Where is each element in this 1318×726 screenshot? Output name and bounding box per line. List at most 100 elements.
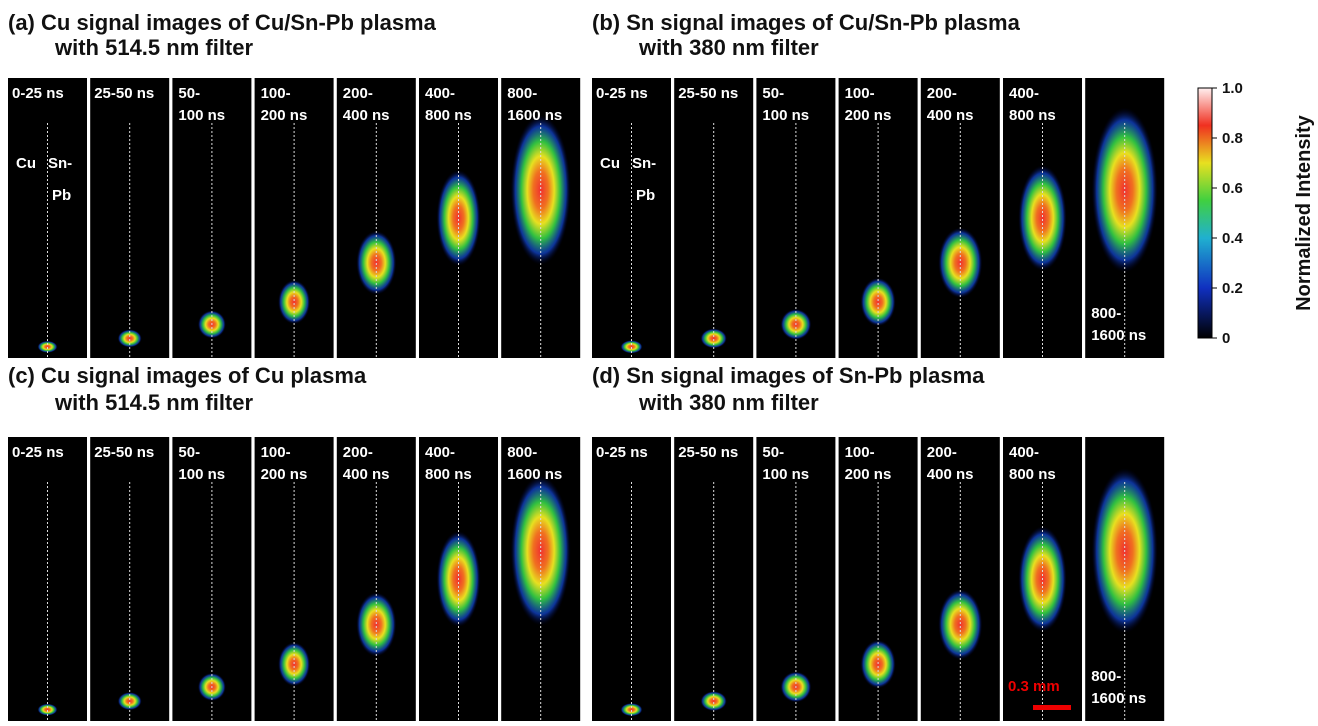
annotation: Sn- [632, 155, 656, 172]
panel-title: with 380 nm filter [638, 390, 819, 415]
frame-label: 25-50 ns [678, 444, 738, 461]
frame: 400- 800 ns [419, 437, 498, 721]
plume [861, 278, 896, 326]
frame: 100- 200 ns [255, 78, 334, 358]
annotation: Cu [600, 155, 620, 172]
frame: 800- 1600 ns [501, 437, 580, 721]
frame: 25-50 ns [90, 437, 169, 721]
frame-label: 800 ns [1009, 107, 1056, 124]
frame-label: 25-50 ns [94, 444, 154, 461]
frame: 200-400 ns [921, 437, 1000, 721]
scale-bar-label: 0.3 mm [1008, 678, 1060, 695]
frame: 50- 100 ns [756, 437, 835, 721]
frame-label: 100- [845, 85, 875, 102]
frame: 50- 100 ns [172, 437, 251, 721]
annotation: Pb [636, 187, 655, 204]
frame-label: 1600 ns [507, 466, 562, 483]
frame-label: 400 ns [927, 466, 974, 483]
figure: (a) Cu signal images of Cu/Sn-Pb plasmaw… [0, 0, 1318, 721]
frame-label: 200 ns [845, 107, 892, 124]
colorbar-tick-label: 1.0 [1222, 80, 1243, 97]
annotation: Cu [16, 155, 36, 172]
frame-label: 50- [178, 444, 200, 461]
frame: 25-50 ns [90, 78, 169, 358]
frame-label: 800 ns [425, 466, 472, 483]
frame-label: 200 ns [261, 107, 308, 124]
frame-label: 100 ns [762, 107, 809, 124]
panel-title: (b) Sn signal images of Cu/Sn-Pb plasma [592, 10, 1021, 35]
frame: 0-25 ns [8, 437, 87, 721]
frame-label: 200 ns [845, 466, 892, 483]
panel-title: (a) Cu signal images of Cu/Sn-Pb plasma [8, 10, 437, 35]
colorbar-tick-label: 0.8 [1222, 130, 1243, 147]
colorbar-label: Normalized Intensity [1293, 114, 1315, 310]
annotation: Pb [52, 187, 71, 204]
frame-label: 25-50 ns [678, 85, 738, 102]
frame-label: 400- [425, 85, 455, 102]
frame: 200- 400 ns [337, 437, 416, 721]
colorbar [1198, 88, 1212, 338]
frame: 400- 800 ns [1003, 78, 1082, 358]
panel-title: with 514.5 nm filter [54, 35, 253, 60]
frame: 50- 100 ns [756, 78, 835, 358]
panel-title: with 514.5 nm filter [54, 390, 253, 415]
scale-bar [1033, 705, 1071, 710]
frame-label: 400- [1009, 444, 1039, 461]
colorbar-tick-label: 0.2 [1222, 280, 1243, 297]
frame-label: 100 ns [762, 466, 809, 483]
frame-label: 50- [762, 444, 784, 461]
frame-label: 200- [927, 85, 957, 102]
frame-label: 25-50 ns [94, 85, 154, 102]
plume [38, 704, 58, 716]
frame-label: 1600 ns [1091, 327, 1146, 344]
frame: 100- 200 ns [839, 437, 918, 721]
frame-label: 100- [845, 444, 875, 461]
frame-label: 1600 ns [1091, 690, 1146, 707]
frame: 0-25 ns [8, 78, 87, 358]
frame-label: 400- [425, 444, 455, 461]
frame: 800- 1600 ns [1085, 437, 1164, 721]
panel-title: (d) Sn signal images of Sn-Pb plasma [592, 363, 985, 388]
frame-label: 0-25 ns [596, 85, 648, 102]
frame-label: 400 ns [343, 466, 390, 483]
frame: 200- 400 ns [337, 78, 416, 358]
panel-title: (c) Cu signal images of Cu plasma [8, 363, 367, 388]
frame: 50- 100 ns [172, 78, 251, 358]
colorbar-tick-label: 0.6 [1222, 180, 1243, 197]
frame-label: 100 ns [178, 466, 225, 483]
frame-label: 800- [507, 85, 537, 102]
colorbar-tick-label: 0 [1222, 330, 1230, 347]
frame-label: 800 ns [425, 107, 472, 124]
frame-label: 0-25 ns [12, 444, 64, 461]
frame-label: 800 ns [1009, 466, 1056, 483]
frame-label: 100- [261, 444, 291, 461]
frame-label: 400- [1009, 85, 1039, 102]
frame: 800- 1600 ns [1085, 78, 1164, 358]
panel-title: with 380 nm filter [638, 35, 819, 60]
plume [1018, 165, 1066, 271]
frame-label: 800- [1091, 668, 1121, 685]
frame-label: 800- [507, 444, 537, 461]
frame-label: 400 ns [343, 107, 390, 124]
plume [511, 115, 571, 265]
frame-label: 200- [343, 85, 373, 102]
frame-label: 0-25 ns [596, 444, 648, 461]
colorbar-tick-label: 0.4 [1222, 230, 1244, 247]
frame-label: 200 ns [261, 466, 308, 483]
frame-label: 400 ns [927, 107, 974, 124]
frame: 25-50 ns [674, 78, 753, 358]
plume [278, 280, 310, 324]
frame: 200- 400 ns [921, 78, 1000, 358]
frame-label: 100- [261, 85, 291, 102]
frame-label: 200- [343, 444, 373, 461]
frame: 800-1600 ns [501, 78, 580, 358]
frame-label: 800- [1091, 305, 1121, 322]
frame: 100- 200 ns [255, 437, 334, 721]
annotation: Sn- [48, 155, 72, 172]
frame: 0-25 ns [592, 78, 671, 358]
frame-label: 50- [178, 85, 200, 102]
frame-label: 100 ns [178, 107, 225, 124]
frame: 25-50 ns [674, 437, 753, 721]
frame-label: 0-25 ns [12, 85, 64, 102]
frame-label: 50- [762, 85, 784, 102]
